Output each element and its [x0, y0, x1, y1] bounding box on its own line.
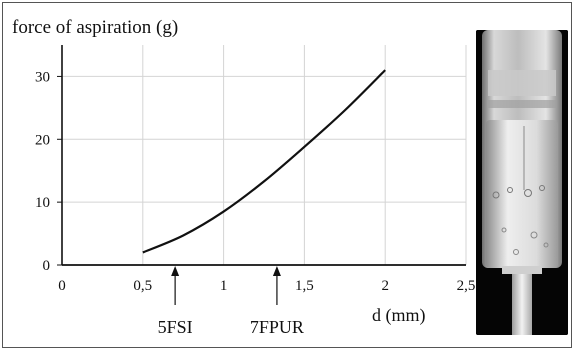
annotation-arrowhead [272, 266, 281, 276]
x-tick-labels: 0 0,5 1 1,5 2 2,5 [58, 278, 475, 294]
annotation-arrowhead [171, 266, 180, 276]
x-tick-label: 2 [381, 278, 389, 294]
x-axis-label: d (mm) [372, 305, 426, 326]
grid-lines [62, 45, 467, 265]
syringe-photo [476, 30, 568, 335]
x-tick-label: 2,5 [457, 278, 476, 294]
y-tick-label: 10 [35, 195, 50, 211]
x-tick-label: 1,5 [295, 278, 314, 294]
y-tick-label: 30 [35, 69, 50, 85]
x-tick-label: 0,5 [133, 278, 152, 294]
chart-title: force of aspiration (g) [12, 17, 178, 38]
y-tick-label: 0 [43, 258, 51, 274]
annotation-label: 5FSI [158, 317, 193, 337]
axes [61, 45, 466, 266]
series-line [142, 69, 386, 254]
annotation-label: 7FPUR [250, 317, 304, 337]
y-tick-labels: 0 10 20 30 [35, 69, 62, 274]
annotations: 5FSI 7FPUR [158, 266, 304, 337]
x-tick-label: 0 [58, 278, 66, 294]
y-tick-label: 20 [35, 132, 50, 148]
x-tick-label: 1 [220, 278, 228, 294]
